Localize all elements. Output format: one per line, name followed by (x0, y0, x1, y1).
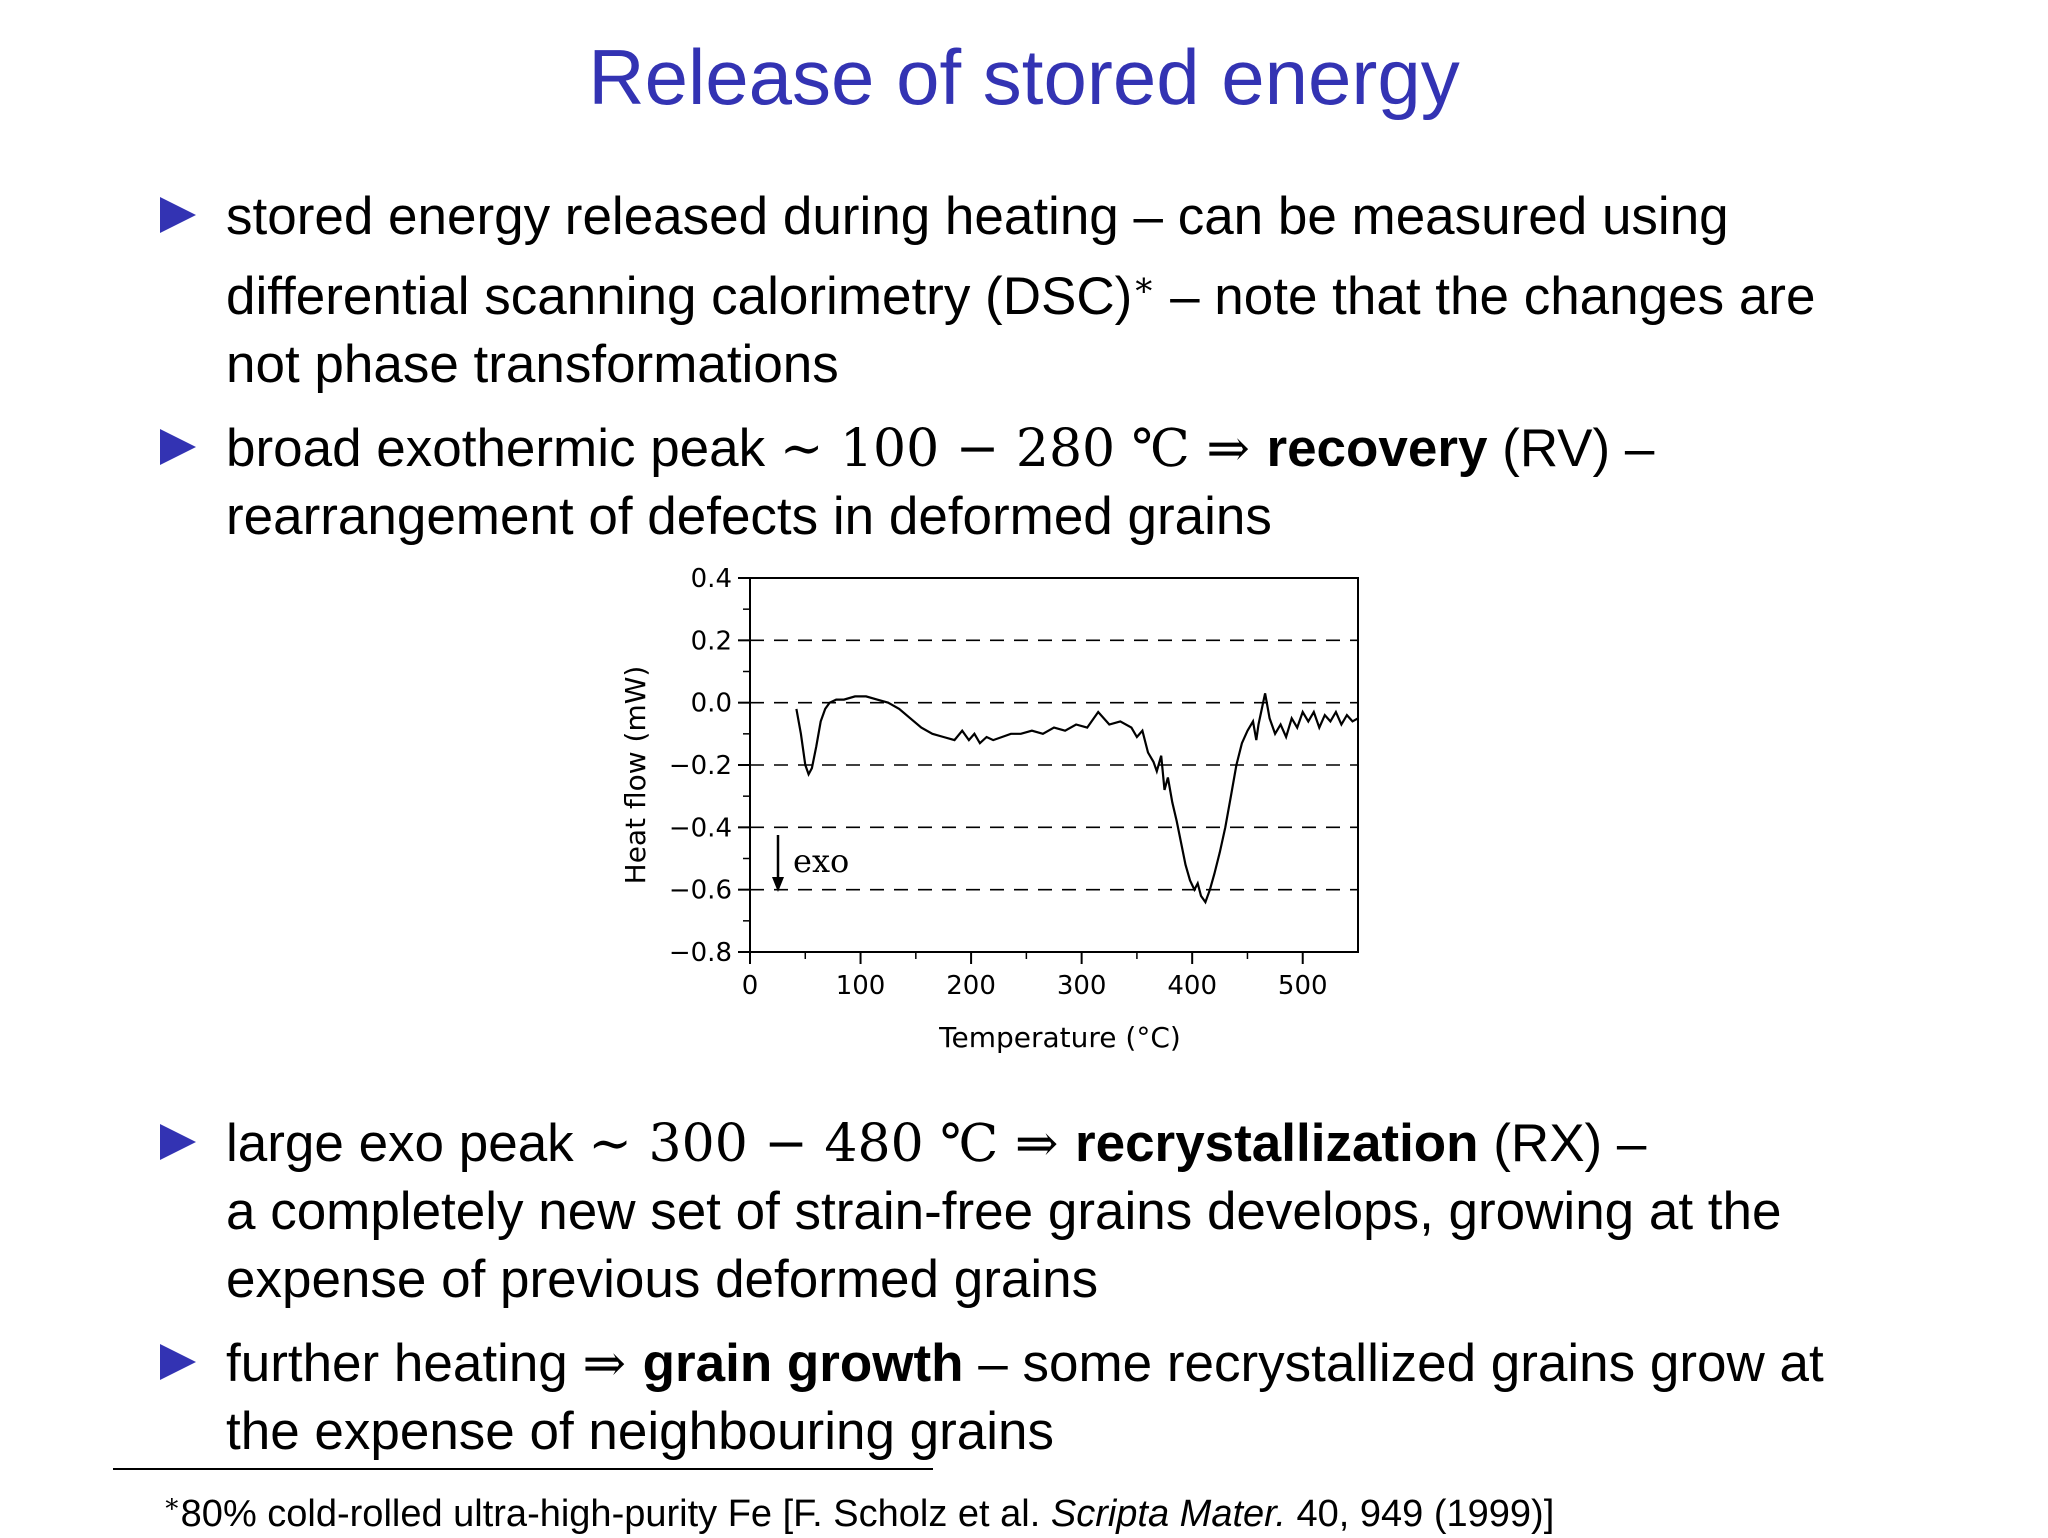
bullet-line: stored energy released during heating – … (226, 187, 1729, 246)
exo-arrowhead-icon (772, 877, 784, 892)
footnote-marker: ∗ (163, 1489, 181, 1519)
bullet-line: the expense of neighbouring grains (226, 1402, 1054, 1461)
bullet-triangle-icon (160, 429, 196, 465)
footnote: ∗80% cold-rolled ultra-high-purity Fe [F… (163, 1480, 1554, 1538)
bullet-item-recovery: broad exothermic peak ∼ 100 − 280 ℃ ⇒ re… (160, 415, 1960, 551)
y-tick-label: 0.2 (691, 626, 732, 656)
y-tick-label: −0.6 (669, 876, 732, 906)
footnote-text: 80% cold-rolled ultra-high-purity Fe [F.… (180, 1493, 1051, 1535)
math-expression: ∼ 300 − 480 ℃ ⇒ (588, 1114, 1075, 1174)
math-expression: ∼ 100 − 280 ℃ ⇒ (779, 419, 1267, 479)
bullet-text: (RV) – (1487, 419, 1655, 478)
y-tick-label: 0.4 (691, 564, 732, 594)
bullet-text: – note that the changes are (1155, 267, 1816, 326)
y-tick-label: 0.0 (691, 689, 732, 719)
bullet-line: rearrangement of defects in deformed gra… (226, 487, 1272, 546)
x-tick-label: 200 (946, 971, 996, 1001)
bullet-line: expense of previous deformed grains (226, 1250, 1099, 1309)
y-axis-label: Heat flow (mW) (619, 666, 652, 885)
bullet-line: a completely new set of strain-free grai… (226, 1182, 1782, 1241)
bullet-line: broad exothermic peak ∼ 100 − 280 ℃ ⇒ re… (226, 415, 1960, 483)
bullet-list-bottom: large exo peak ∼ 300 − 480 ℃ ⇒ recrystal… (160, 1110, 1960, 1466)
bullet-text: – some recrystallized grains grow at (963, 1334, 1824, 1393)
bullet-line: large exo peak ∼ 300 − 480 ℃ ⇒ recrystal… (226, 1110, 1960, 1178)
bullet-bold-term: recrystallization (1074, 1114, 1479, 1173)
chart-series-line (795, 693, 1359, 905)
x-tick-label: 100 (836, 971, 886, 1001)
y-tick-label: −0.4 (669, 813, 732, 843)
y-tick-label: −0.8 (669, 938, 732, 968)
exo-annotation: exo (772, 835, 849, 892)
bullet-line: differential scanning calorimetry (DSC)∗… (226, 251, 1960, 331)
footnote-rule (113, 1468, 933, 1470)
bullet-text: broad exothermic peak (226, 419, 780, 478)
math-expression: ⇒ (582, 1334, 643, 1394)
y-tick-label: −0.2 (669, 751, 732, 781)
slide-title: Release of stored energy (588, 33, 1460, 121)
bullet-text: further heating (226, 1334, 583, 1393)
bullet-item-recrystallization: large exo peak ∼ 300 − 480 ℃ ⇒ recrystal… (160, 1110, 1960, 1314)
footnote-marker: ∗ (1132, 265, 1156, 305)
x-axis-label: Temperature (°C) (938, 1021, 1181, 1054)
bullet-bold-term: grain growth (642, 1334, 964, 1393)
bullet-triangle-icon (160, 1124, 196, 1160)
bullet-item-grain-growth: further heating ⇒ grain growth – some re… (160, 1330, 1960, 1466)
x-tick-label: 0 (742, 971, 759, 1001)
dsc-chart: 0.4 0.2 0.0 −0.2 −0.4 −0.6 −0.8 0 100 200 300 400 50… (619, 564, 1359, 1054)
bullet-line: not phase transformations (226, 335, 839, 394)
x-tick-label: 400 (1167, 971, 1217, 1001)
bullet-triangle-icon (160, 1344, 196, 1380)
exo-label: exo (793, 842, 849, 880)
bullet-text: (RX) – (1478, 1114, 1647, 1173)
bullet-text: differential scanning calorimetry (DSC) (226, 267, 1133, 326)
x-tick-label: 500 (1278, 971, 1328, 1001)
chart-grid (750, 639, 1358, 891)
x-tick-label: 300 (1057, 971, 1107, 1001)
footnote-text: 40, 949 (1999)] (1285, 1493, 1555, 1535)
footnote-journal: Scripta Mater. (1050, 1493, 1286, 1535)
chart-ticks: 0.4 0.2 0.0 −0.2 −0.4 −0.6 −0.8 0 100 200 300 400 50… (669, 564, 1328, 1001)
bullet-line: further heating ⇒ grain growth – some re… (226, 1330, 1960, 1398)
bullet-bold-term: recovery (1266, 419, 1488, 478)
bullet-item-dsc: stored energy released during heating – … (160, 183, 1960, 399)
bullet-triangle-icon (160, 197, 196, 233)
bullet-list-top: stored energy released during heating – … (160, 183, 1960, 551)
bullet-text: large exo peak (226, 1114, 589, 1173)
